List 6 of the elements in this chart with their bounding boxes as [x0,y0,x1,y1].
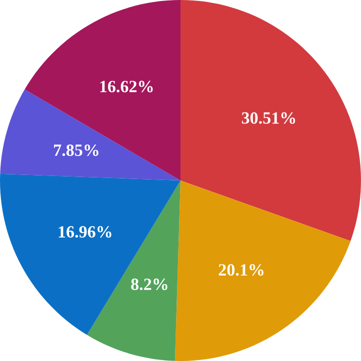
data-label: 20.1% [218,264,264,276]
data-label: 8.2% [131,278,168,290]
data-label: 30.51% [242,112,296,124]
data-label: 16.62% [100,80,153,92]
data-label: 16.96% [58,226,112,238]
data-label: 7.85% [54,144,98,156]
